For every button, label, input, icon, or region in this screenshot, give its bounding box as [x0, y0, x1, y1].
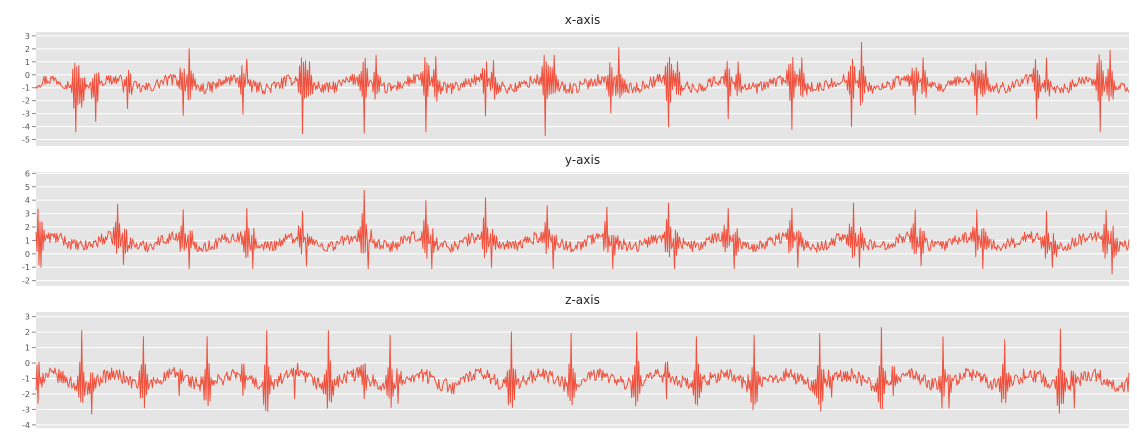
y-tick-label: 4 — [25, 196, 30, 205]
y-tick-label: 1 — [25, 344, 30, 353]
plot-area — [36, 312, 1129, 428]
chart-title: x-axis — [565, 13, 600, 27]
z-axis-chart: z-axis 3 2 1 0 -1 -2 -3 -4 — [22, 293, 1130, 430]
y-tick-label: 2 — [25, 45, 30, 54]
y-tick-label: 3 — [25, 210, 30, 219]
series-line — [35, 41, 1130, 137]
y-tick-label: -2 — [22, 97, 30, 106]
z-axis-panel: z-axis 3 2 1 0 -1 -2 -3 -4 — [0, 292, 1137, 432]
y-tick-label: 3 — [25, 32, 30, 41]
y-tick-label: 3 — [25, 313, 30, 322]
y-tick-label: -1 — [22, 263, 30, 272]
y-tick-label: 0 — [25, 359, 30, 368]
y-tick-label: 0 — [25, 71, 30, 80]
y-tick-label: -3 — [22, 405, 30, 414]
y-tick-label: 2 — [25, 223, 30, 232]
y-tick-label: -5 — [22, 136, 30, 145]
y-tick-label: -3 — [22, 110, 30, 119]
chart-title: y-axis — [565, 153, 600, 167]
series-line — [35, 327, 1130, 415]
y-tick-label: -4 — [22, 421, 30, 430]
chart-title: z-axis — [565, 293, 600, 307]
y-tick-label: -2 — [22, 390, 30, 399]
series-line — [35, 189, 1130, 275]
y-axis-chart: y-axis 6 5 4 3 2 1 0 -1 -2 — [22, 153, 1130, 286]
x-axis-chart: x-axis 3 2 1 0 -1 -2 -3 -4 -5 — [22, 13, 1130, 146]
y-tick-label: 2 — [25, 328, 30, 337]
y-tick-label: -1 — [22, 375, 30, 384]
y-tick-label: 5 — [25, 183, 30, 192]
plot-area — [36, 172, 1129, 286]
y-tick-label: 0 — [25, 250, 30, 259]
y-tick-label: 6 — [25, 169, 30, 178]
y-tick-label: 1 — [25, 236, 30, 245]
y-tick-label: -4 — [22, 123, 30, 132]
y-tick-label: 1 — [25, 58, 30, 67]
y-axis-panel: y-axis 6 5 4 3 2 1 0 -1 -2 — [0, 152, 1137, 290]
y-tick-label: -1 — [22, 84, 30, 93]
x-axis-panel: x-axis 3 2 1 0 -1 -2 -3 -4 -5 — [0, 12, 1137, 150]
y-tick-label: -2 — [22, 277, 30, 286]
